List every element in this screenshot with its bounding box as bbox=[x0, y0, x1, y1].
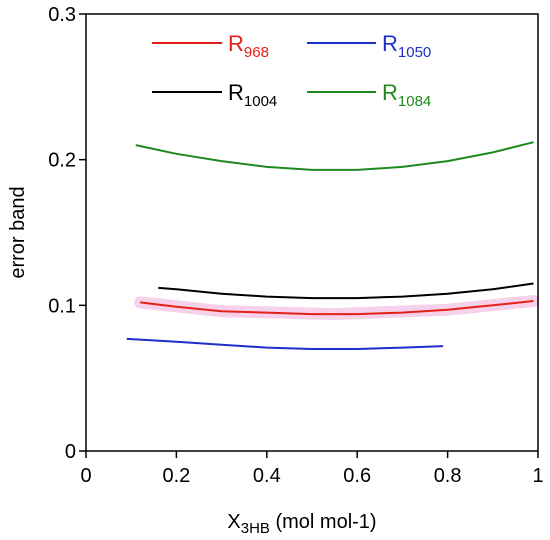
y-tick-label: 0 bbox=[65, 441, 76, 463]
y-axis-title: error band bbox=[7, 186, 29, 278]
legend-label-r1050: R1050 bbox=[382, 31, 431, 61]
y-tick-label: 0.2 bbox=[48, 150, 76, 172]
legend-label-main: R bbox=[382, 31, 398, 56]
legend-label-main: R bbox=[382, 80, 398, 105]
x-tick-label: 1 bbox=[532, 465, 543, 487]
series-line-r968 bbox=[140, 300, 534, 316]
legend-label-r1004: R1004 bbox=[228, 80, 277, 110]
x-tick-label: 0.8 bbox=[434, 465, 462, 487]
x-tick-label: 0 bbox=[80, 465, 91, 487]
legend-label-subscript: 1084 bbox=[398, 93, 431, 110]
series-line-r1084 bbox=[135, 141, 534, 171]
x-tick-label: 0.4 bbox=[253, 465, 281, 487]
series-line-r1050 bbox=[126, 337, 444, 350]
x-axis-ticks: 0 0.2 0.4 0.6 0.8 1 bbox=[80, 451, 544, 487]
legend-label-r968: R968 bbox=[228, 31, 269, 61]
legend-label-subscript: 1050 bbox=[398, 44, 431, 61]
x-axis-title: X3HB (mol mol-1) bbox=[227, 511, 376, 535]
legend-label-subscript: 1004 bbox=[244, 93, 277, 110]
x-tick-label: 0.2 bbox=[162, 465, 190, 487]
legend-label-subscript: 968 bbox=[244, 44, 269, 61]
plot-frame bbox=[85, 13, 539, 452]
legend-label-r1084: R1084 bbox=[382, 80, 431, 110]
series-layer bbox=[126, 141, 534, 350]
y-tick-label: 0.3 bbox=[48, 4, 76, 26]
x-axis-title-main: X bbox=[227, 511, 240, 533]
x-axis-title-subscript: 3HB bbox=[241, 520, 270, 535]
y-tick-label: 0.1 bbox=[48, 295, 76, 317]
x-axis-title-unit: (mol mol-1) bbox=[270, 511, 377, 533]
y-axis-ticks: 0 0.1 0.2 0.3 bbox=[48, 4, 86, 463]
legend-label-main: R bbox=[228, 80, 244, 105]
legend-label-main: R bbox=[228, 31, 244, 56]
x-tick-label: 0.6 bbox=[343, 465, 371, 487]
series-line-r1004 bbox=[158, 282, 534, 300]
